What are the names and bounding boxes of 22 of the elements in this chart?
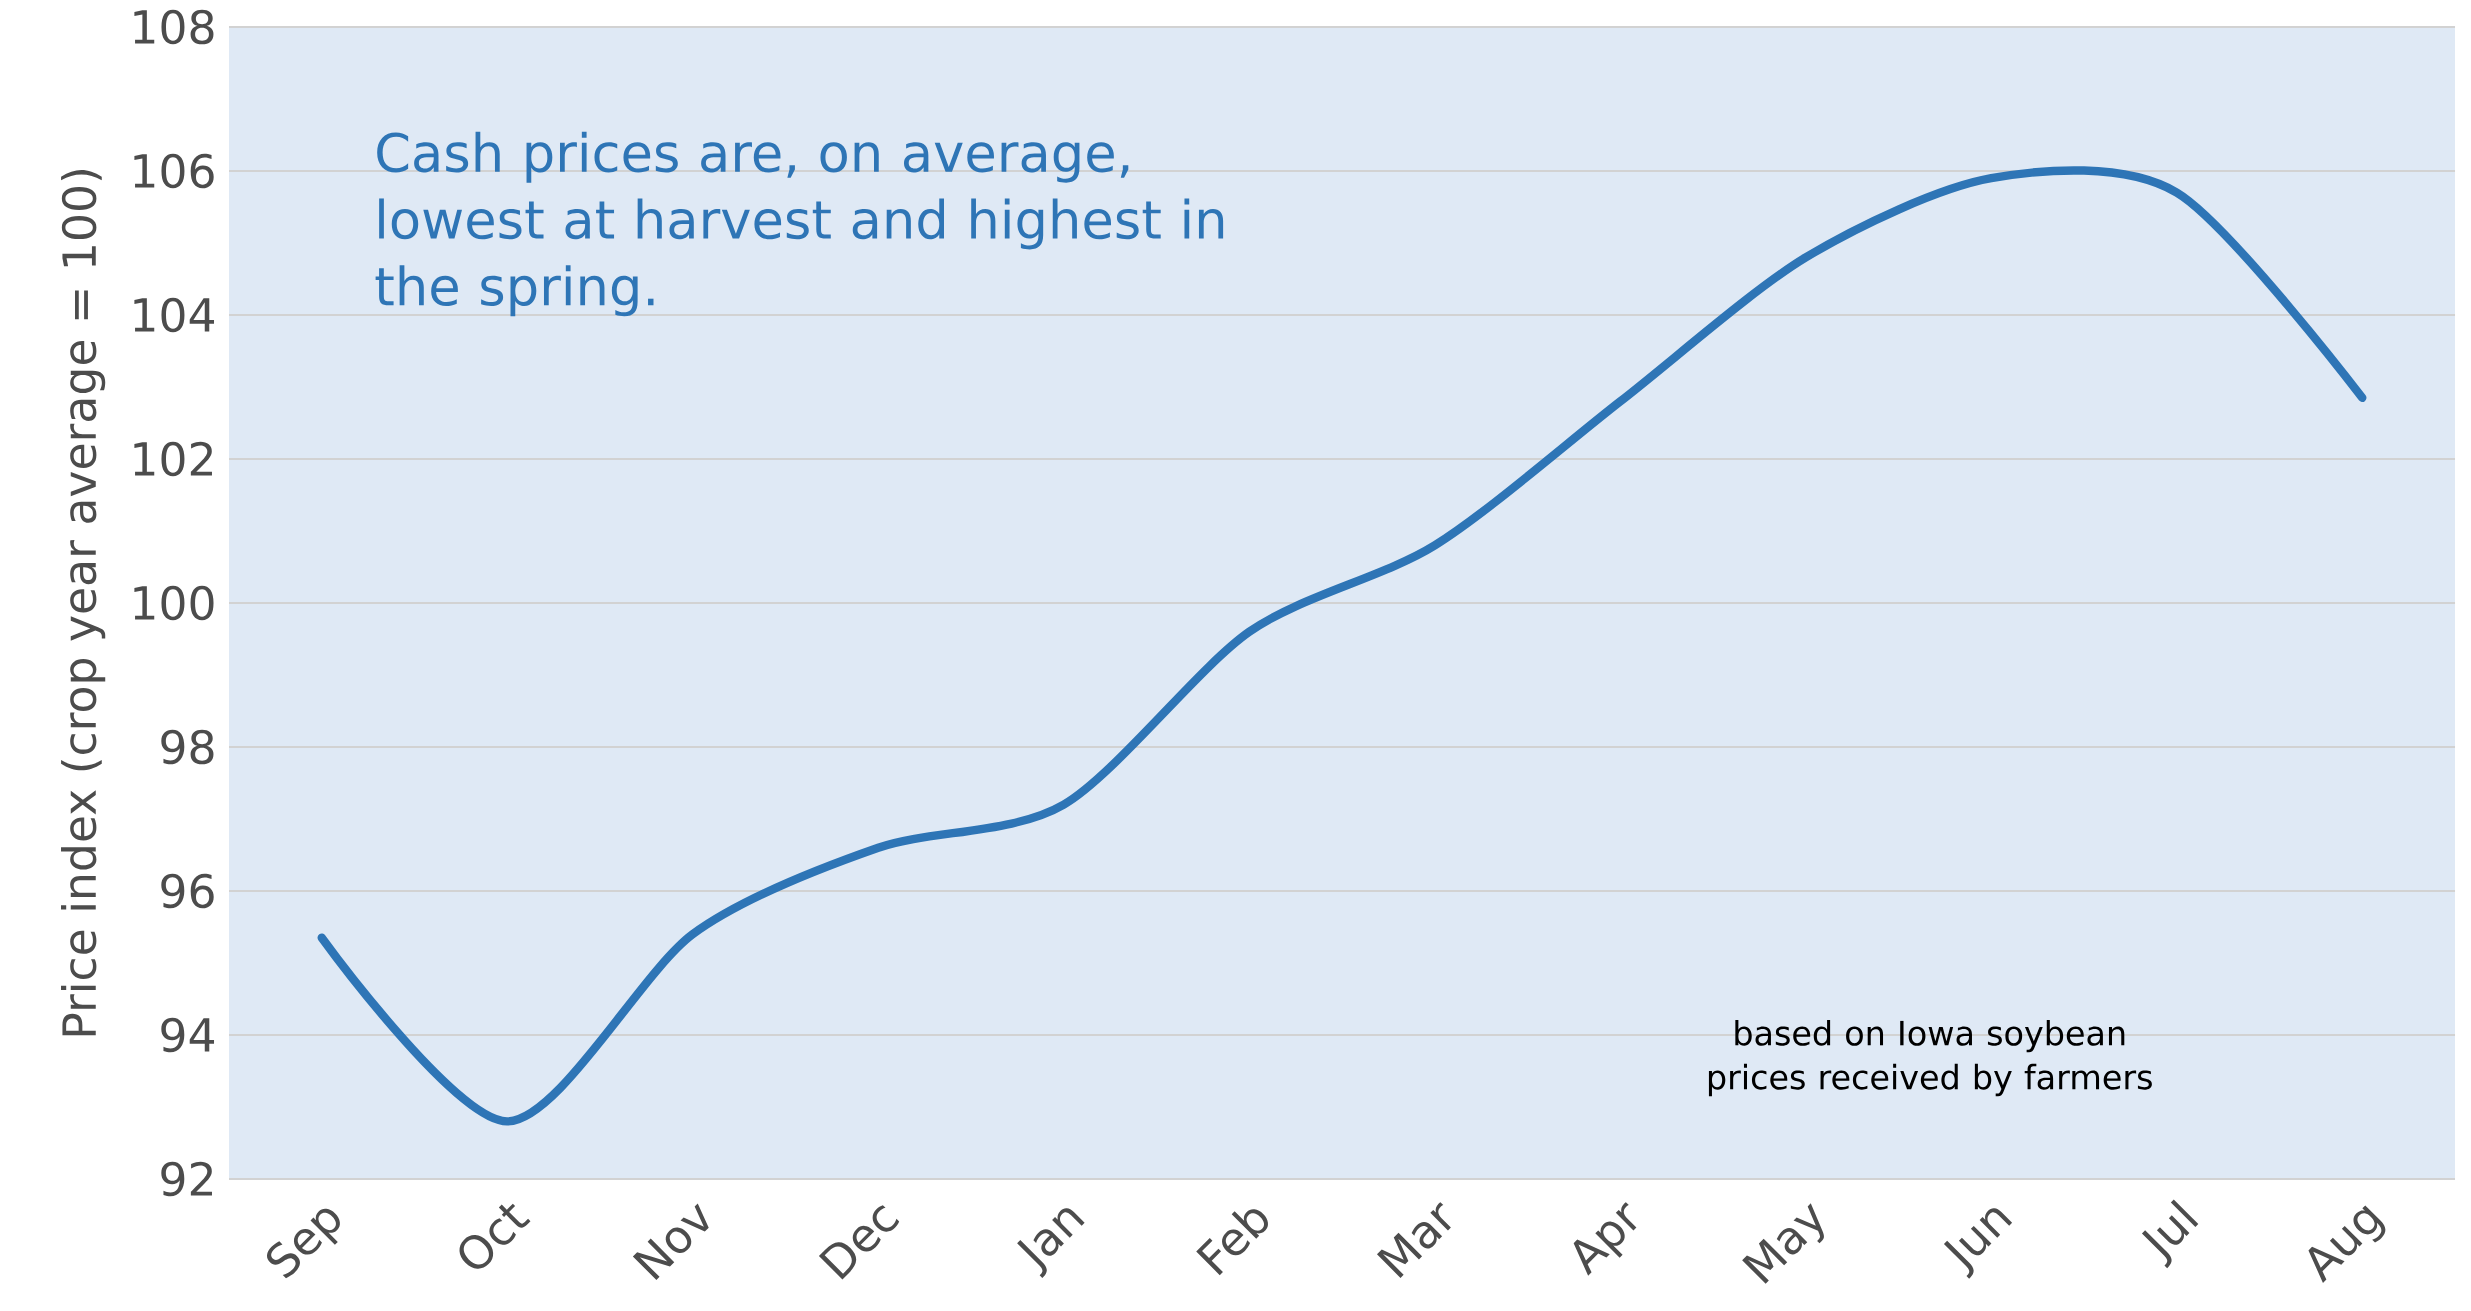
x-tick-label: Jul [2141, 1199, 2199, 1269]
y-axis-title: Price index (crop year average = 100) [61, 170, 106, 1036]
annotation: based on Iowa soybean prices received by farmers [1708, 1019, 2152, 1097]
y-tick-label: 98 [161, 729, 214, 765]
y-tick-label: 92 [161, 1161, 212, 1197]
x-tick-label: Apr [1573, 1202, 1637, 1276]
annotation: Cash prices are, on average, lowest at harvest and highest in the spring. [375, 131, 1224, 317]
x-tick-label: Nov [632, 1203, 709, 1281]
y-tick-label: 104 [134, 297, 215, 333]
y-tick-label: 102 [134, 441, 212, 477]
x-tick-label: Sep [266, 1208, 340, 1279]
x-tick-label: Feb [1196, 1209, 1268, 1276]
x-tick-label: Oct [459, 1203, 531, 1269]
x-tick-label: Dec [818, 1205, 900, 1280]
y-tick-label: 108 [134, 9, 214, 45]
x-tick-label: Mar [1376, 1202, 1451, 1278]
x-tick-label: Jan [1017, 1208, 1085, 1278]
y-tick-label: 106 [134, 153, 214, 189]
y-tick-label: 96 [161, 873, 214, 909]
y-tick-label: 100 [134, 585, 214, 621]
y-tick-label: 94 [161, 1017, 215, 1053]
x-tick-label: Jun [1943, 1208, 2013, 1279]
